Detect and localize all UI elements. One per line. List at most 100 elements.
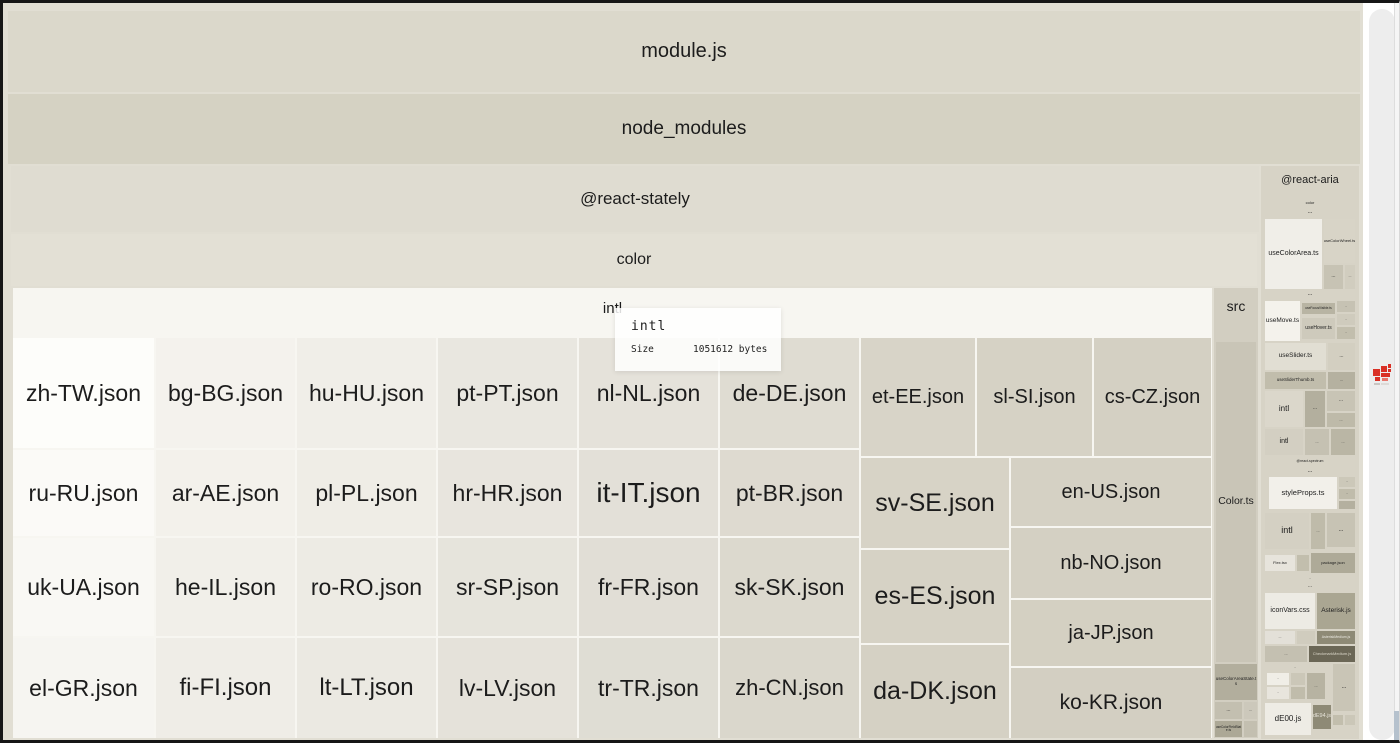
more-items[interactable]: ... xyxy=(1265,631,1295,644)
node-ar-ae-json[interactable]: ar-AE.json xyxy=(156,450,295,536)
node-intl[interactable]: intl xyxy=(1265,513,1309,549)
more-items[interactable]: ... xyxy=(1267,687,1289,699)
node-color-ts[interactable]: Color.ts xyxy=(1216,342,1256,662)
more-items[interactable]: ... xyxy=(1267,673,1289,685)
node-styleprops-ts[interactable]: styleProps.ts xyxy=(1269,477,1337,509)
node-label: intl xyxy=(1279,438,1289,446)
node-pt-br-json[interactable]: pt-BR.json xyxy=(720,450,859,536)
node-iconvars-css[interactable]: iconVars.css xyxy=(1265,593,1315,629)
node-sl-si-json[interactable]: sl-SI.json xyxy=(977,338,1092,456)
node-sr-sp-json[interactable]: sr-SP.json xyxy=(438,538,577,636)
more-items[interactable] xyxy=(1339,501,1355,509)
node-sk-sk-json[interactable]: sk-SK.json xyxy=(720,538,859,636)
node-lt-lt-json[interactable]: lt-LT.json xyxy=(297,638,436,738)
node-usecolorarea-ts[interactable]: useColorArea.ts xyxy=(1265,219,1322,289)
tooltip: intl Size 1051612 bytes xyxy=(615,308,781,371)
node-fr-fr-json[interactable]: fr-FR.json xyxy=(579,538,718,636)
node-cs-cz-json[interactable]: cs-CZ.json xyxy=(1094,338,1211,456)
node-useslider-ts[interactable]: useSlider.ts xyxy=(1265,343,1326,370)
node-intl[interactable]: intl xyxy=(1265,429,1303,455)
more-items[interactable]: ... xyxy=(1327,391,1355,411)
node-tr-tr-json[interactable]: tr-TR.json xyxy=(579,638,718,738)
more-items[interactable]: ... xyxy=(1311,513,1325,549)
node-intl[interactable]: intl xyxy=(1265,391,1303,427)
node-he-il-json[interactable]: he-IL.json xyxy=(156,538,295,636)
node-pt-pt-json[interactable]: pt-PT.json xyxy=(438,338,577,448)
node-module-js[interactable]: module.js xyxy=(8,11,1360,92)
node-da-dk-json[interactable]: da-DK.json xyxy=(861,645,1009,738)
more-items[interactable] xyxy=(1291,687,1305,699)
node-ja-jp-json[interactable]: ja-JP.json xyxy=(1011,600,1211,666)
node-de94-js[interactable]: dE94.js xyxy=(1313,705,1331,729)
more-items[interactable]: ... xyxy=(1339,477,1355,487)
node-label: ... xyxy=(1339,377,1344,383)
node-usesliderthumb-ts[interactable]: useSliderThumb.ts xyxy=(1265,372,1326,389)
more-items[interactable]: ... xyxy=(1328,343,1355,370)
more-items[interactable]: ... xyxy=(1265,646,1307,662)
node-usecolorwheel-ts[interactable]: useColorWheel.ts xyxy=(1324,219,1355,263)
more-items[interactable] xyxy=(1297,631,1315,644)
node-flex-tsx[interactable]: Flex.tsx xyxy=(1265,555,1295,571)
more-items[interactable]: ... xyxy=(1333,664,1355,711)
more-items[interactable] xyxy=(1345,715,1355,725)
more-items[interactable] xyxy=(1244,721,1257,737)
node-hr-hr-json[interactable]: hr-HR.json xyxy=(438,450,577,536)
more-items[interactable] xyxy=(1297,555,1309,571)
more-items[interactable]: ... xyxy=(1324,265,1343,289)
node-usecolorareastate-ts[interactable]: useColorAreaState.ts xyxy=(1215,664,1257,700)
node-usemove-ts[interactable]: useMove.ts xyxy=(1265,301,1300,341)
more-items[interactable]: ... xyxy=(1327,413,1355,427)
node-react-stately[interactable]: @react-stately xyxy=(11,166,1259,232)
more-items[interactable]: ... xyxy=(1331,429,1355,455)
more-items[interactable] xyxy=(1333,715,1343,725)
node-hu-hu-json[interactable]: hu-HU.json xyxy=(297,338,436,448)
node-zh-tw-json[interactable]: zh-TW.json xyxy=(13,338,154,448)
node-pl-pl-json[interactable]: pl-PL.json xyxy=(297,450,436,536)
more-items[interactable]: ... xyxy=(1215,702,1242,719)
more-items[interactable]: ... xyxy=(1328,372,1355,389)
node-zh-cn-json[interactable]: zh-CN.json xyxy=(720,638,859,738)
node-en-us-json[interactable]: en-US.json xyxy=(1011,458,1211,526)
node-ru-ru-json[interactable]: ru-RU.json xyxy=(13,450,154,536)
more-items[interactable]: ... xyxy=(1307,673,1325,699)
node-de00-js[interactable]: dE00.js xyxy=(1265,703,1311,735)
node-et-ee-json[interactable]: et-EE.json xyxy=(861,338,975,456)
more-items[interactable] xyxy=(1291,673,1305,685)
more-items[interactable]: ... xyxy=(1327,513,1355,547)
node-fi-fi-json[interactable]: fi-FI.json xyxy=(156,638,295,738)
node-sv-se-json[interactable]: sv-SE.json xyxy=(861,458,1009,548)
node-color[interactable]: color xyxy=(11,234,1257,286)
more-items[interactable]: ... xyxy=(1305,429,1329,455)
node-label: cs-CZ.json xyxy=(1104,385,1201,408)
node-asteriskmedium-js[interactable]: AsteriskMedium.js xyxy=(1317,631,1355,644)
node-it-it-json[interactable]: it-IT.json xyxy=(579,450,718,536)
more-items: ... xyxy=(1265,583,1355,591)
more-items[interactable]: ... xyxy=(1337,327,1355,339)
more-items[interactable]: ... xyxy=(1244,702,1257,719)
node-package-json[interactable]: package.json xyxy=(1311,553,1355,573)
node-label: lv-LV.json xyxy=(458,674,557,701)
node-uk-ua-json[interactable]: uk-UA.json xyxy=(13,538,154,636)
window-edge-corner xyxy=(1394,711,1399,740)
node-ro-ro-json[interactable]: ro-RO.json xyxy=(297,538,436,636)
more-items[interactable]: ... xyxy=(1305,391,1325,427)
node-label: bg-BG.json xyxy=(167,379,284,406)
node-label: pt-PT.json xyxy=(456,379,559,406)
node-usecolorfieldstate-ts[interactable]: useColorFieldState.ts xyxy=(1215,721,1242,737)
more-items[interactable]: ... xyxy=(1345,265,1355,289)
node-usehover-ts[interactable]: useHover.ts xyxy=(1302,318,1335,339)
node-ko-kr-json[interactable]: ko-KR.json xyxy=(1011,668,1211,738)
node-label: et-EE.json xyxy=(871,385,965,408)
more-items[interactable]: ... xyxy=(1337,301,1355,312)
node-lv-lv-json[interactable]: lv-LV.json xyxy=(438,638,577,738)
node-usefocusvisible-ts[interactable]: useFocusVisible.ts xyxy=(1302,303,1335,314)
node-el-gr-json[interactable]: el-GR.json xyxy=(13,638,154,738)
more-items[interactable]: ... xyxy=(1337,314,1355,325)
node-es-es-json[interactable]: es-ES.json xyxy=(861,550,1009,643)
node-checkmarkmedium-js[interactable]: CheckmarkMedium.js xyxy=(1309,646,1355,662)
node-bg-bg-json[interactable]: bg-BG.json xyxy=(156,338,295,448)
node-node-modules[interactable]: node_modules xyxy=(8,94,1360,164)
node-nb-no-json[interactable]: nb-NO.json xyxy=(1011,528,1211,598)
node-asterisk-js[interactable]: Asterisk.js xyxy=(1317,593,1355,629)
more-items[interactable]: ... xyxy=(1339,489,1355,499)
